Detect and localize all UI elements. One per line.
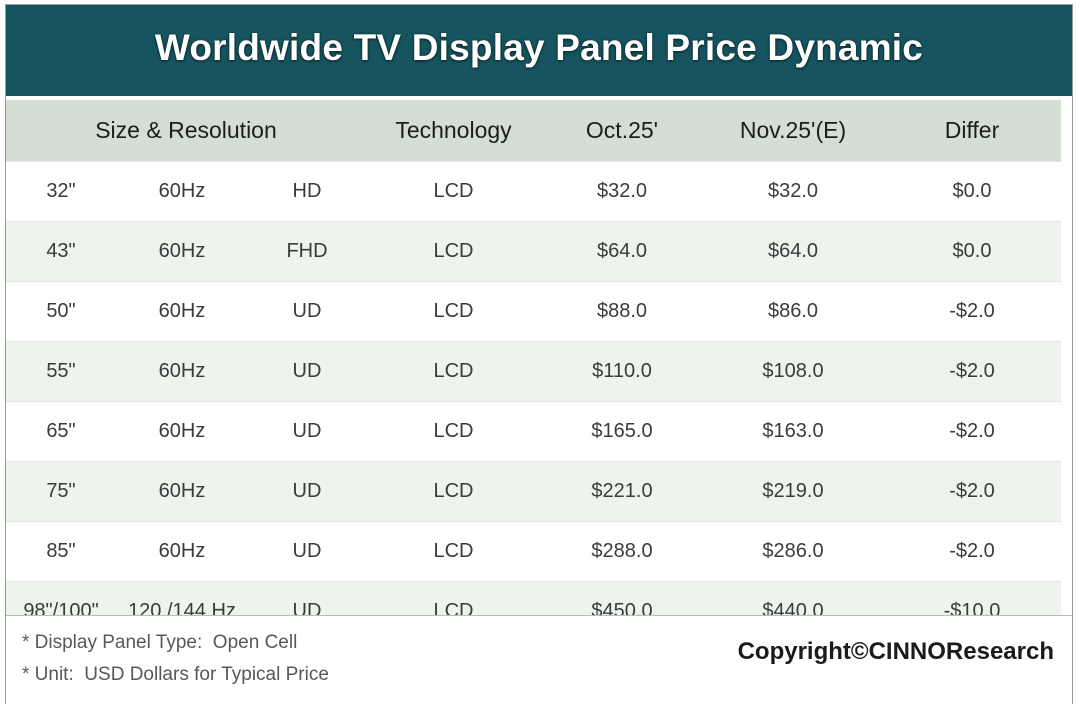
- cell-rate: 60Hz: [116, 281, 248, 342]
- cell-rate: 60Hz: [116, 341, 248, 402]
- cell-nov25e: $163.0: [703, 401, 883, 462]
- page-title: Worldwide TV Display Panel Price Dynamic: [154, 27, 924, 68]
- column-header-size-resolution: Size & Resolution: [6, 100, 366, 162]
- table-head: Size & Resolution Technology Oct.25' Nov…: [6, 100, 1061, 162]
- table-body: 32" 60Hz HD LCD $32.0 $32.0 $0.0 43" 60H…: [6, 161, 1061, 642]
- cell-rate: 60Hz: [116, 221, 248, 282]
- table-row: 43" 60Hz FHD LCD $64.0 $64.0 $0.0: [6, 221, 1061, 282]
- cell-resolution: UD: [248, 281, 366, 342]
- cell-oct25: $32.0: [541, 161, 703, 222]
- footer-notes: * Display Panel Type: Open Cell * Unit: …: [6, 615, 1072, 704]
- cell-oct25: $110.0: [541, 341, 703, 402]
- cell-size: 50": [6, 281, 116, 342]
- cell-differ: -$2.0: [883, 521, 1061, 582]
- cell-oct25: $64.0: [541, 221, 703, 282]
- cell-resolution: UD: [248, 401, 366, 462]
- cell-technology: LCD: [366, 221, 541, 282]
- cell-differ: -$2.0: [883, 281, 1061, 342]
- cell-nov25e: $32.0: [703, 161, 883, 222]
- cell-differ: -$2.0: [883, 341, 1061, 402]
- cell-size: 32": [6, 161, 116, 222]
- table-row: 32" 60Hz HD LCD $32.0 $32.0 $0.0: [6, 161, 1061, 222]
- cell-technology: LCD: [366, 401, 541, 462]
- cell-oct25: $221.0: [541, 461, 703, 522]
- cell-differ: $0.0: [883, 221, 1061, 282]
- table-row: 75" 60Hz UD LCD $221.0 $219.0 -$2.0: [6, 461, 1061, 522]
- cell-size: 55": [6, 341, 116, 402]
- cell-technology: LCD: [366, 281, 541, 342]
- column-header-technology: Technology: [366, 100, 541, 162]
- cell-rate: 60Hz: [116, 161, 248, 222]
- cell-differ: -$2.0: [883, 401, 1061, 462]
- cell-nov25e: $64.0: [703, 221, 883, 282]
- notes-list: * Display Panel Type: Open Cell * Unit: …: [22, 627, 329, 691]
- note-panel-type: * Display Panel Type: Open Cell: [22, 632, 298, 653]
- cell-resolution: UD: [248, 341, 366, 402]
- cell-resolution: UD: [248, 521, 366, 582]
- cell-technology: LCD: [366, 341, 541, 402]
- column-header-differ: Differ: [883, 100, 1061, 162]
- table-row: 50" 60Hz UD LCD $88.0 $86.0 -$2.0: [6, 281, 1061, 342]
- cell-size: 85": [6, 521, 116, 582]
- table-row: 65" 60Hz UD LCD $165.0 $163.0 -$2.0: [6, 401, 1061, 462]
- cell-technology: LCD: [366, 461, 541, 522]
- cell-oct25: $165.0: [541, 401, 703, 462]
- cell-size: 65": [6, 401, 116, 462]
- cell-size: 43": [6, 221, 116, 282]
- cell-nov25e: $108.0: [703, 341, 883, 402]
- cell-rate: 60Hz: [116, 401, 248, 462]
- cell-differ: -$2.0: [883, 461, 1061, 522]
- cell-nov25e: $86.0: [703, 281, 883, 342]
- cell-technology: LCD: [366, 161, 541, 222]
- cell-resolution: FHD: [248, 221, 366, 282]
- table-row: 55" 60Hz UD LCD $110.0 $108.0 -$2.0: [6, 341, 1061, 402]
- table-header-row: Size & Resolution Technology Oct.25' Nov…: [6, 100, 1061, 162]
- cell-technology: LCD: [366, 521, 541, 582]
- cell-differ: $0.0: [883, 161, 1061, 222]
- cell-nov25e: $219.0: [703, 461, 883, 522]
- cell-resolution: HD: [248, 161, 366, 222]
- cell-resolution: UD: [248, 461, 366, 522]
- title-band: Worldwide TV Display Panel Price Dynamic: [6, 5, 1072, 96]
- column-header-oct25: Oct.25': [541, 100, 703, 162]
- copyright-label: Copyright©CINNOResearch: [737, 638, 1054, 665]
- cell-nov25e: $286.0: [703, 521, 883, 582]
- table-container: Size & Resolution Technology Oct.25' Nov…: [6, 96, 1072, 703]
- cell-oct25: $88.0: [541, 281, 703, 342]
- cell-rate: 60Hz: [116, 521, 248, 582]
- note-unit: * Unit: USD Dollars for Typical Price: [22, 664, 329, 685]
- column-header-nov25e: Nov.25'(E): [703, 100, 883, 162]
- cell-rate: 60Hz: [116, 461, 248, 522]
- cell-oct25: $288.0: [541, 521, 703, 582]
- table-row: 85" 60Hz UD LCD $288.0 $286.0 -$2.0: [6, 521, 1061, 582]
- price-table-card: Worldwide TV Display Panel Price Dynamic…: [5, 4, 1073, 704]
- cell-size: 75": [6, 461, 116, 522]
- panel-price-table: Size & Resolution Technology Oct.25' Nov…: [6, 100, 1061, 642]
